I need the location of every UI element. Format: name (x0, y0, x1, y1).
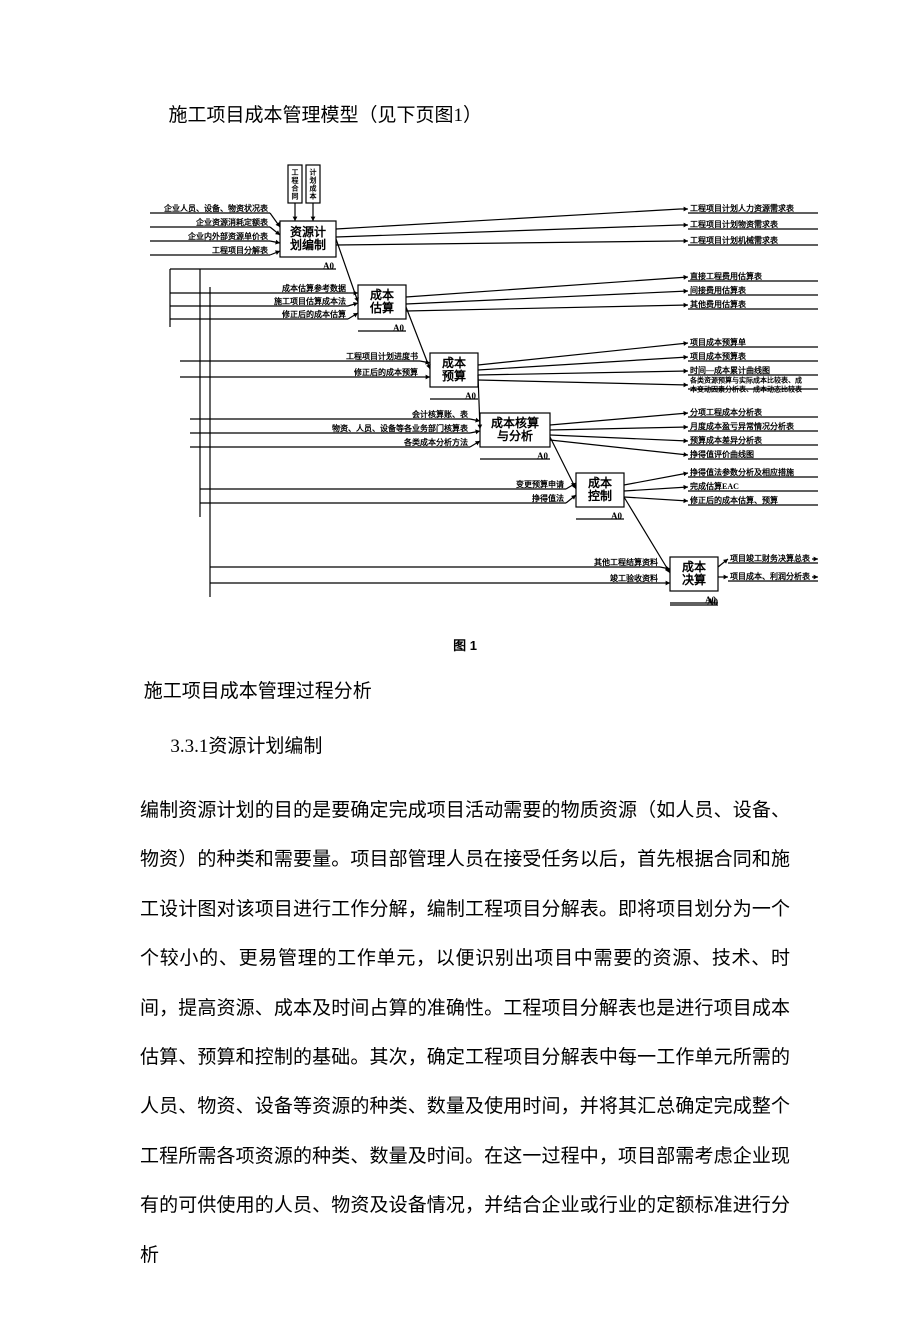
svg-text:其他费用估算表: 其他费用估算表 (690, 299, 747, 309)
svg-text:合: 合 (291, 184, 300, 193)
svg-text:月度成本盈亏异常情况分析表: 月度成本盈亏异常情况分析表 (689, 421, 795, 431)
svg-text:工程项目计划人力资源需求表: 工程项目计划人力资源需求表 (690, 203, 795, 213)
svg-text:成本: 成本 (588, 475, 612, 490)
svg-text:挣得值评价曲线图: 挣得值评价曲线图 (690, 449, 754, 459)
svg-text:资源计: 资源计 (290, 224, 326, 239)
svg-text:划编制: 划编制 (290, 237, 326, 252)
svg-text:修正后的成本预算: 修正后的成本预算 (353, 367, 418, 377)
svg-text:会计核算账、表: 会计核算账、表 (412, 409, 469, 419)
svg-text:挣得值法参数分析及相应措施: 挣得值法参数分析及相应措施 (690, 467, 794, 477)
svg-text:项目成本预算表: 项目成本预算表 (690, 351, 747, 361)
svg-text:挣得值法: 挣得值法 (532, 493, 564, 503)
svg-text:直接工程费用估算表: 直接工程费用估算表 (690, 271, 763, 281)
svg-text:间接费用估算表: 间接费用估算表 (690, 285, 747, 295)
svg-text:预算: 预算 (442, 368, 466, 383)
svg-text:项目成本预算单: 项目成本预算单 (690, 337, 746, 347)
svg-text:决算: 决算 (682, 572, 706, 587)
section-3-3-1-heading: 3.3.1资源计划编制 (140, 731, 790, 758)
model-title: 施工项目成本管理模型（见下页图1） (140, 100, 790, 127)
diagram-container: 资源计划编制A0成本估算A0成本预算A0成本核算与分析A0成本控制A0成本决算A… (140, 157, 820, 617)
svg-text:预算成本差异分析表: 预算成本差异分析表 (690, 435, 763, 445)
svg-text:分项工程成本分析表: 分项工程成本分析表 (690, 407, 763, 417)
svg-text:施工项目估算成本法: 施工项目估算成本法 (274, 296, 346, 306)
svg-text:程: 程 (292, 176, 299, 185)
svg-text:变更预算申请: 变更预算申请 (516, 479, 564, 489)
document-page: 施工项目成本管理模型（见下页图1） 资源计划编制A0成本估算A0成本预算A0成本… (0, 0, 920, 1340)
svg-text:成本: 成本 (442, 355, 466, 370)
svg-text:完成估算EAC: 完成估算EAC (690, 481, 739, 491)
svg-text:物资、人员、设备等各业务部门核算表: 物资、人员、设备等各业务部门核算表 (332, 423, 469, 433)
svg-text:成本: 成本 (682, 559, 706, 574)
svg-text:成本估算参考数据: 成本估算参考数据 (282, 283, 346, 293)
svg-text:同: 同 (292, 193, 299, 201)
svg-text:各类资源预算与实际成本比较表、成: 各类资源预算与实际成本比较表、成 (689, 376, 802, 385)
svg-text:工程项目计划机械需求表: 工程项目计划机械需求表 (690, 235, 779, 245)
svg-text:其他工程结算资料: 其他工程结算资料 (594, 557, 658, 567)
svg-text:修正后的成本估算、预算: 修正后的成本估算、预算 (689, 495, 778, 505)
svg-text:计: 计 (310, 168, 317, 177)
svg-text:修正后的成本估算: 修正后的成本估算 (281, 309, 346, 319)
svg-text:成: 成 (310, 184, 317, 193)
svg-text:划: 划 (310, 176, 317, 185)
svg-text:本变动因素分析表、成本动态比较表: 本变动因素分析表、成本动态比较表 (689, 385, 803, 394)
svg-text:工: 工 (292, 169, 299, 177)
svg-text:企业内外部资源单价表: 企业内外部资源单价表 (187, 231, 269, 241)
svg-text:工程项目分解表: 工程项目分解表 (212, 245, 269, 255)
svg-text:时间—成本累计曲线图: 时间—成本累计曲线图 (690, 365, 770, 375)
svg-text:工程项目计划进度书: 工程项目计划进度书 (346, 351, 418, 361)
process-analysis-heading: 施工项目成本管理过程分析 (140, 676, 790, 703)
body-paragraph: 编制资源计划的目的是要确定完成项目活动需要的物质资源（如人员、设备、物资）的种类… (140, 786, 790, 1280)
svg-text:企业人员、设备、物资状况表: 企业人员、设备、物资状况表 (163, 203, 269, 213)
svg-text:工程项目计划物资需求表: 工程项目计划物资需求表 (690, 219, 779, 229)
svg-text:与分析: 与分析 (497, 428, 533, 443)
svg-text:成本核算: 成本核算 (491, 415, 539, 430)
svg-text:项目成本、利润分析表: 项目成本、利润分析表 (730, 571, 811, 581)
cost-management-flowchart: 资源计划编制A0成本估算A0成本预算A0成本核算与分析A0成本控制A0成本决算A… (140, 157, 820, 617)
svg-text:控制: 控制 (588, 488, 612, 503)
svg-text:本: 本 (309, 192, 317, 201)
svg-text:估算: 估算 (369, 300, 394, 315)
svg-text:项目竣工财务决算总表: 项目竣工财务决算总表 (730, 553, 811, 563)
svg-text:成本: 成本 (370, 287, 394, 302)
figure-caption: 图 1 (140, 635, 790, 654)
svg-text:各类成本分析方法: 各类成本分析方法 (403, 437, 468, 447)
svg-text:竣工验收资料: 竣工验收资料 (610, 573, 658, 583)
svg-text:企业资源消耗定额表: 企业资源消耗定额表 (195, 217, 269, 227)
